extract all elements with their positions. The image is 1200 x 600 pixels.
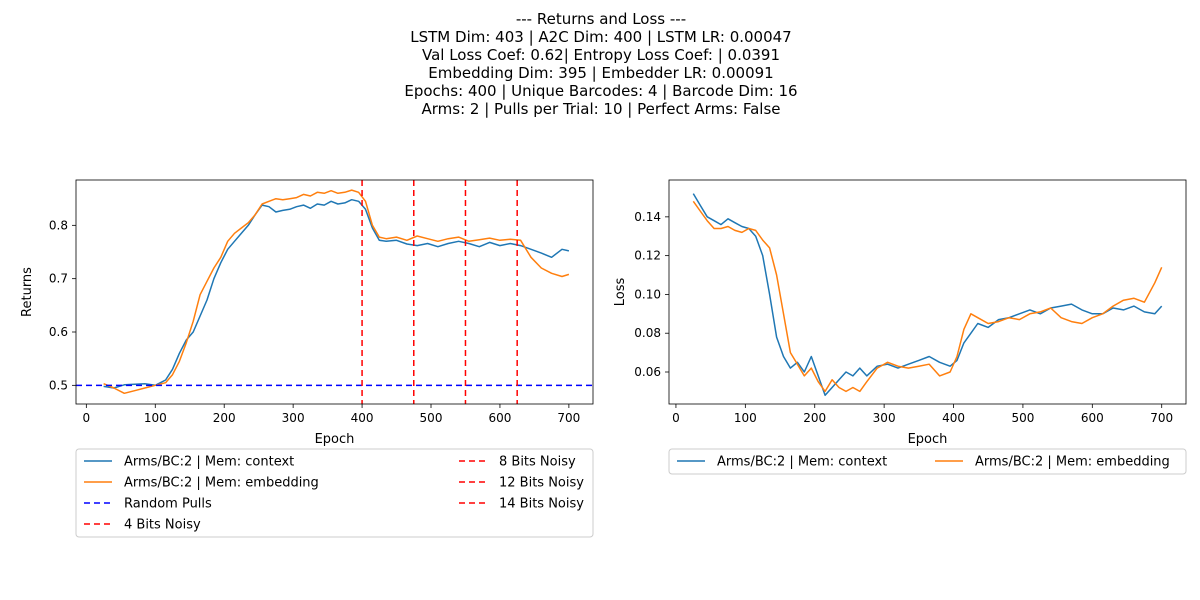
series-line-context [692, 193, 1163, 397]
x-tick-label: 600 [488, 411, 511, 425]
y-tick-label: 0.5 [49, 378, 68, 392]
title-line: Val Loss Coef: 0.62| Entropy Loss Coef: … [422, 46, 780, 64]
x-tick-label: 200 [213, 411, 236, 425]
axes-frame [75, 179, 594, 405]
y-tick-label: 0.10 [634, 287, 661, 301]
legend-label: 4 Bits Noisy [124, 518, 201, 533]
figure-title: --- Returns and Loss ---LSTM Dim: 403 | … [404, 10, 797, 118]
legend-label: 8 Bits Noisy [499, 455, 576, 470]
legend-label: Random Pulls [124, 497, 212, 512]
legend-label: Arms/BC:2 | Mem: context [124, 455, 294, 470]
x-tick-label: 300 [282, 411, 305, 425]
y-tick-label: 0.6 [49, 325, 68, 339]
y-axis-label: Loss [613, 278, 628, 307]
legend-box [75, 448, 594, 538]
series-line-embedding [103, 189, 570, 395]
title-line: Arms: 2 | Pulls per Trial: 10 | Perfect … [422, 100, 781, 118]
x-tick-label: 400 [351, 411, 374, 425]
x-tick-label: 0 [83, 411, 91, 425]
x-tick-label: 700 [1150, 411, 1173, 425]
x-tick-label: 700 [557, 411, 580, 425]
loss-subplot: 0 100 200 300 400 500 600 700 0.06 0.08 0.10 0.12 0.… [613, 179, 1187, 475]
title-line: --- Returns and Loss --- [516, 10, 686, 28]
title-line: LSTM Dim: 403 | A2C Dim: 400 | LSTM LR: … [410, 28, 791, 46]
x-tick-label: 400 [942, 411, 965, 425]
x-tick-label: 200 [803, 411, 826, 425]
axes-frame [668, 179, 1187, 405]
legend-label: Arms/BC:2 | Mem: embedding [975, 455, 1170, 470]
series-line-embedding [692, 200, 1163, 393]
y-axis-label: Returns [20, 267, 35, 317]
x-tick-label: 100 [734, 411, 757, 425]
title-line: Epochs: 400 | Unique Barcodes: 4 | Barco… [404, 82, 797, 100]
x-tick-label: 500 [1011, 411, 1034, 425]
y-tick-label: 0.06 [634, 365, 661, 379]
x-tick-label: 600 [1081, 411, 1104, 425]
legend-label: 14 Bits Noisy [499, 497, 584, 512]
title-line: Embedding Dim: 395 | Embedder LR: 0.0009… [428, 64, 773, 82]
legend: Arms/BC:2 | Mem: context Arms/BC:2 | Mem:… [668, 448, 1187, 475]
y-tick-label: 0.8 [49, 218, 68, 232]
x-tick-label: 0 [672, 411, 680, 425]
returns-subplot: 0 100 200 300 400 500 600 700 0.5 0.6 0.7 0.8 Epoch R… [20, 179, 594, 538]
y-tick-label: 0.08 [634, 326, 661, 340]
y-tick-label: 0.14 [634, 210, 661, 224]
legend-label: Arms/BC:2 | Mem: embedding [124, 476, 319, 491]
x-axis-label: Epoch [315, 432, 355, 447]
x-tick-label: 100 [144, 411, 167, 425]
y-tick-label: 0.12 [634, 249, 661, 263]
legend-label: 12 Bits Noisy [499, 476, 584, 491]
legend-label: Arms/BC:2 | Mem: context [717, 455, 887, 470]
x-axis-label: Epoch [908, 432, 948, 447]
x-tick-label: 300 [873, 411, 896, 425]
x-tick-label: 500 [420, 411, 443, 425]
y-tick-label: 0.7 [49, 272, 68, 286]
legend-box [668, 448, 1187, 475]
legend: Arms/BC:2 | Mem: context Arms/BC:2 | Mem:… [75, 448, 594, 538]
series-line-context [103, 198, 570, 389]
